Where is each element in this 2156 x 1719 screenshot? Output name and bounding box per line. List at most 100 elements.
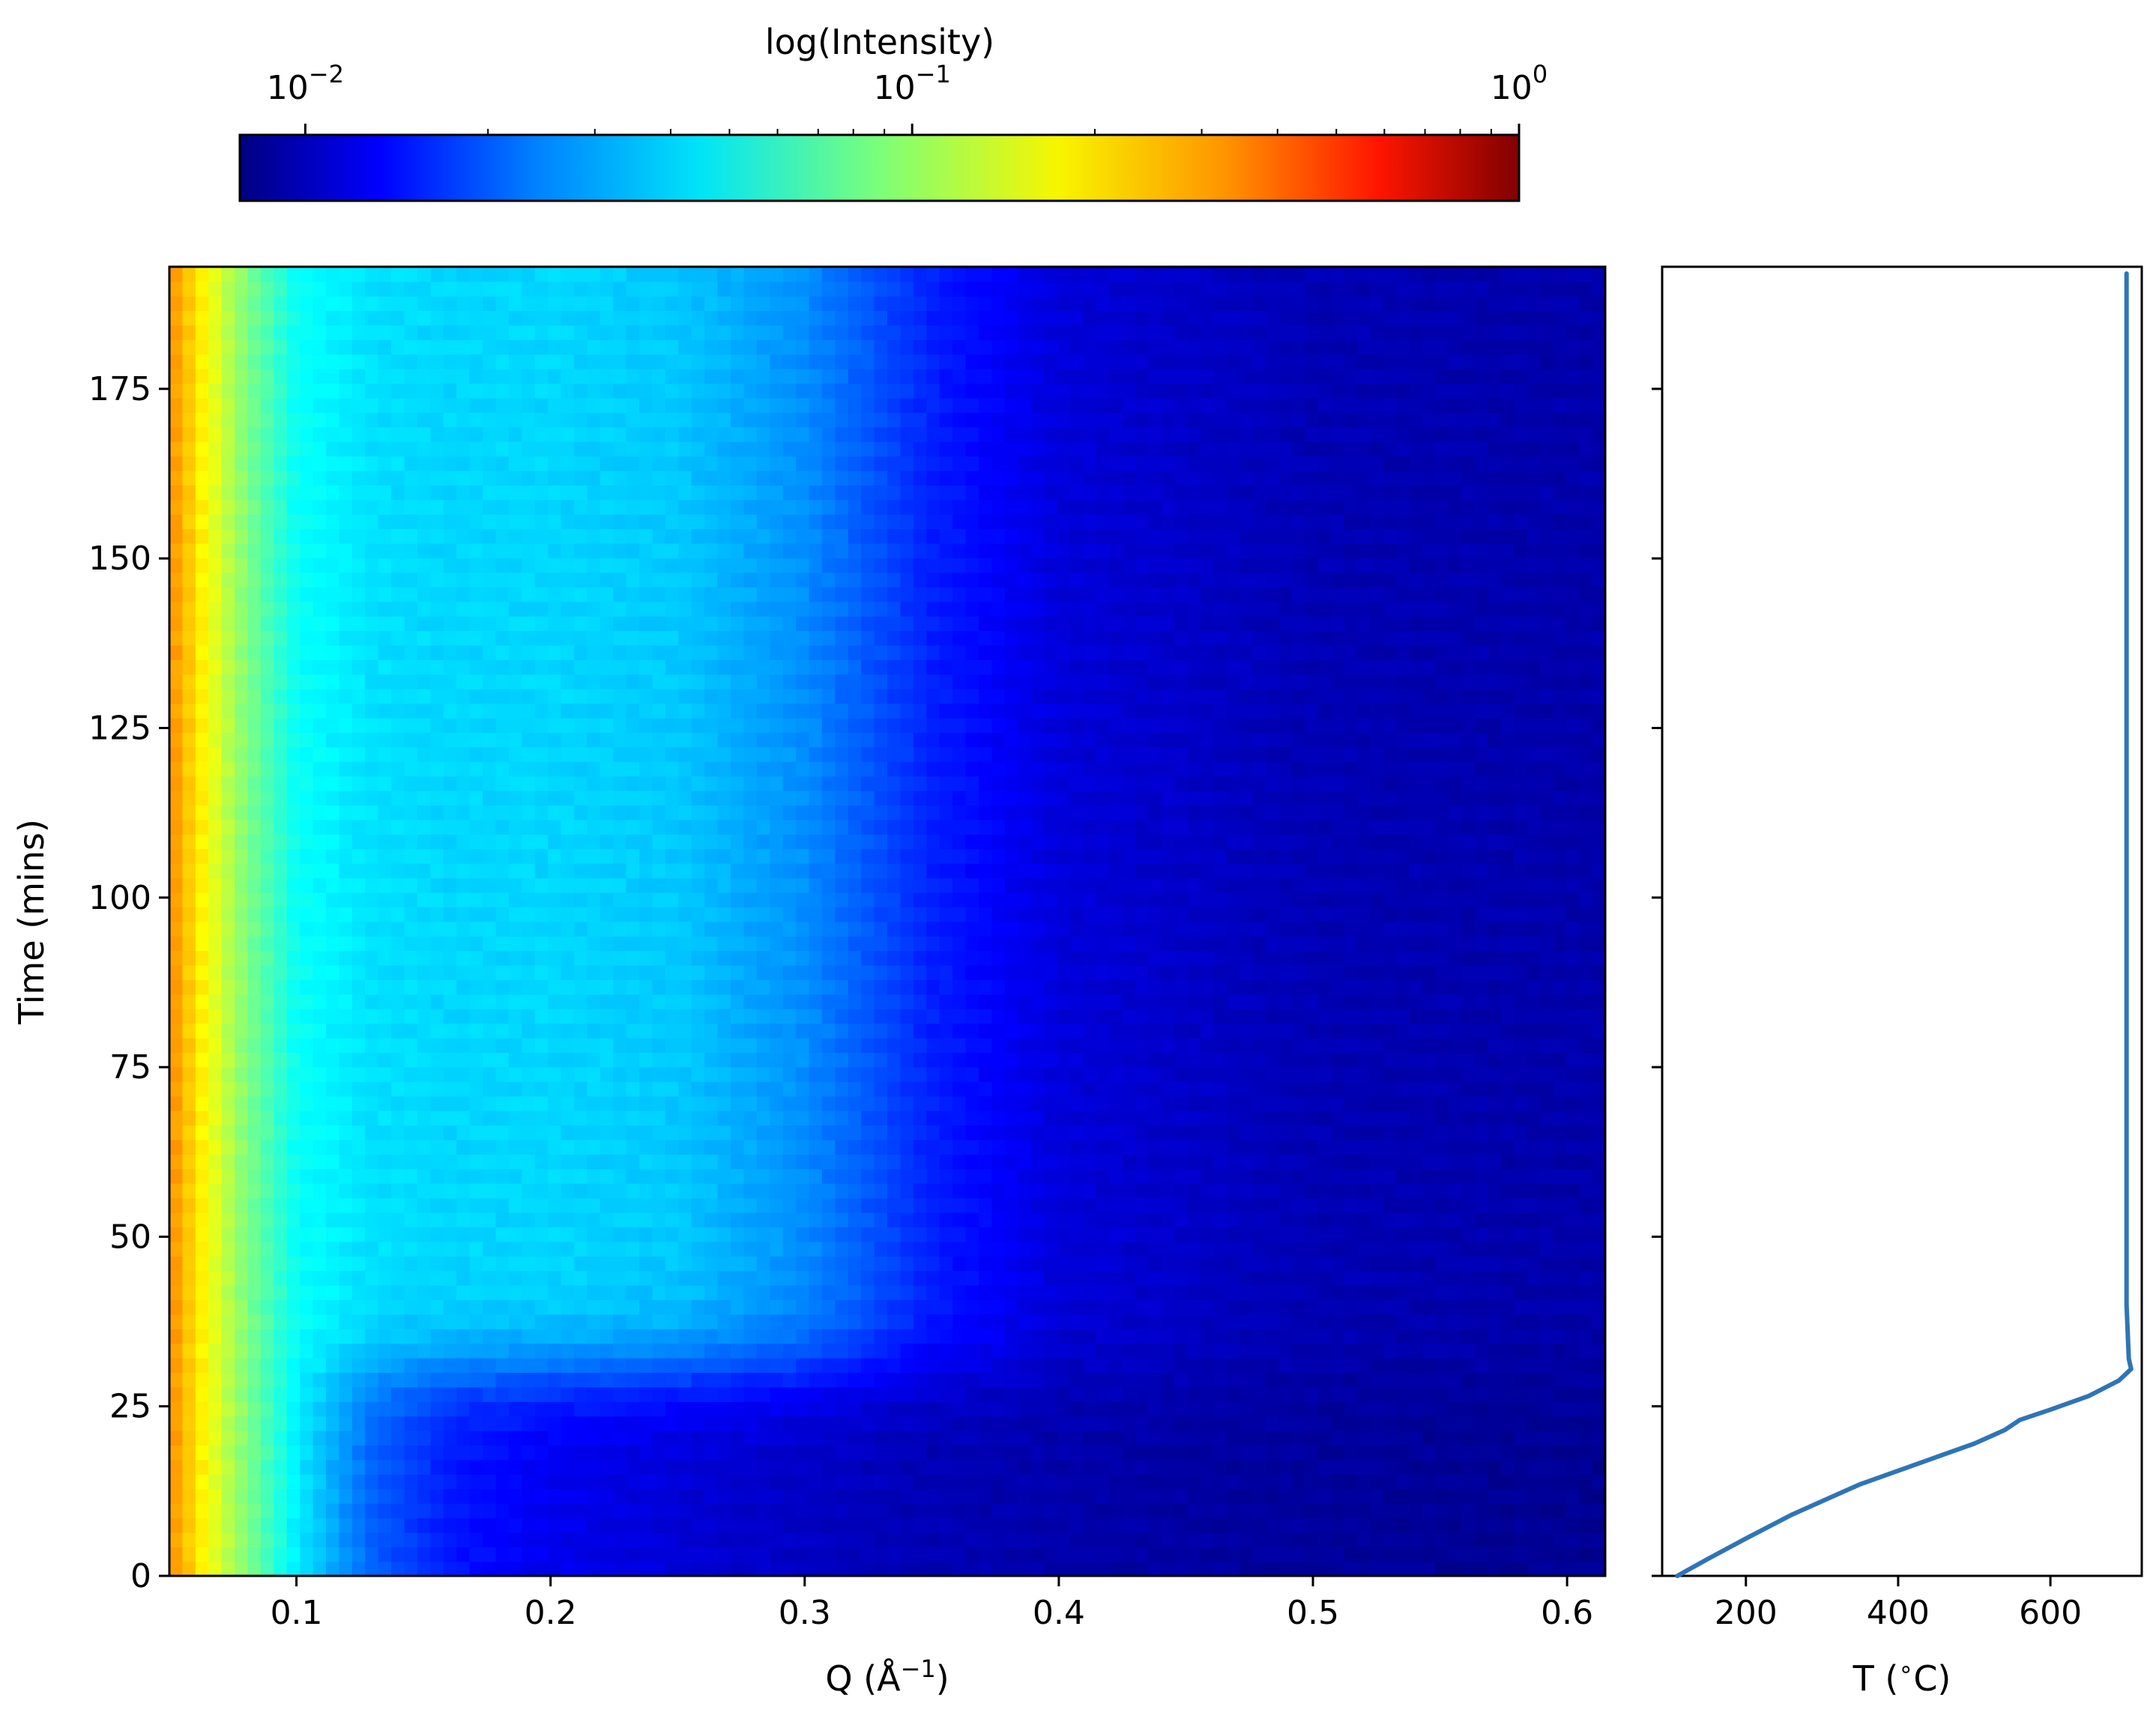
heatmap-cell — [1109, 1212, 1123, 1227]
heatmap-cell — [1227, 1009, 1240, 1024]
heatmap-cell — [522, 1431, 535, 1445]
heatmap-cell — [169, 1023, 183, 1038]
heatmap-cell — [1514, 1212, 1527, 1227]
heatmap-cell — [587, 1227, 600, 1242]
heatmap-cell — [339, 1067, 352, 1082]
heatmap-cell — [613, 1038, 626, 1053]
heatmap-cell — [692, 936, 705, 951]
heatmap-cell — [848, 1343, 862, 1358]
heatmap-cell — [1527, 1052, 1540, 1067]
heatmap-cell — [1109, 922, 1123, 937]
heatmap-cell — [1422, 1314, 1436, 1329]
heatmap-cell — [1396, 1256, 1410, 1271]
heatmap-cell — [1213, 1517, 1227, 1532]
heatmap-cell — [1357, 1023, 1371, 1038]
heatmap-cell — [718, 1474, 731, 1489]
heatmap-cell — [574, 994, 588, 1009]
heatmap-cell — [1436, 1270, 1449, 1285]
heatmap-cell — [1370, 1474, 1383, 1489]
heatmap-cell — [391, 1067, 405, 1082]
heatmap-cell — [1579, 1314, 1592, 1329]
heatmap-cell — [196, 1023, 209, 1038]
heatmap-cell — [1370, 1197, 1383, 1212]
heatmap-cell — [1213, 1329, 1227, 1344]
heatmap-cell — [1357, 1227, 1371, 1242]
heatmap-cell — [182, 1154, 196, 1169]
heatmap-cell — [1383, 1562, 1397, 1577]
heatmap-cell — [652, 1168, 665, 1183]
heatmap-cell — [1174, 1372, 1188, 1387]
heatmap-cell — [1383, 1125, 1397, 1140]
heatmap-cell — [456, 1343, 470, 1358]
heatmap-cell — [1253, 1285, 1266, 1300]
heatmap-cell — [535, 1212, 549, 1227]
heatmap-cell — [835, 1067, 848, 1082]
heatmap-cell — [1475, 936, 1488, 951]
heatmap-cell — [339, 1256, 352, 1271]
heatmap-cell — [1239, 1299, 1253, 1314]
heatmap-cell — [1253, 1154, 1266, 1169]
heatmap-cell — [875, 1285, 888, 1300]
heatmap-cell — [861, 922, 875, 937]
heatmap-cell — [444, 1517, 457, 1532]
heatmap-cell — [678, 1009, 692, 1024]
heatmap-cell — [704, 1256, 718, 1271]
heatmap-cell — [1266, 1154, 1279, 1169]
heatmap-cell — [1148, 1401, 1162, 1416]
heatmap-cell — [300, 1547, 313, 1562]
heatmap-cell — [600, 936, 614, 951]
heatmap-cell — [1527, 936, 1540, 951]
heatmap-cell — [352, 1562, 366, 1577]
heatmap-cell — [835, 1547, 848, 1562]
heatmap-cell — [757, 1329, 770, 1344]
heatmap-cell — [1005, 1358, 1018, 1373]
heatmap-cell — [1410, 1358, 1423, 1373]
heatmap-cell — [378, 965, 392, 980]
heatmap-cell — [1123, 1329, 1136, 1344]
heatmap-cell — [417, 1547, 431, 1562]
heatmap-cell — [287, 965, 301, 980]
heatmap-cell — [1514, 1517, 1527, 1532]
heatmap-cell — [1266, 936, 1279, 951]
heatmap-cell — [1005, 1212, 1018, 1227]
heatmap-cell — [1057, 1445, 1070, 1460]
heatmap-cell — [692, 1358, 705, 1373]
heatmap-cell — [1370, 1401, 1383, 1416]
heatmap-cell — [587, 1314, 600, 1329]
heatmap-cell — [261, 1081, 274, 1096]
heatmap-cell — [1201, 1445, 1214, 1460]
heatmap-cell — [1449, 1503, 1462, 1518]
heatmap-cell — [665, 1431, 679, 1445]
heatmap-cell — [1501, 994, 1515, 1009]
heatmap-cell — [731, 1489, 744, 1504]
heatmap-cell — [1449, 1329, 1462, 1344]
heatmap-cell — [835, 1125, 848, 1140]
heatmap-cell — [809, 1503, 822, 1518]
heatmap-cell — [966, 1009, 979, 1024]
heatmap-cell — [1514, 1242, 1527, 1257]
heatmap-cell — [378, 1445, 392, 1460]
heatmap-cell — [1370, 1532, 1383, 1547]
heatmap-cell — [809, 979, 822, 994]
heatmap-cell — [743, 1081, 757, 1096]
heatmap-cell — [991, 936, 1005, 951]
heatmap-cell — [731, 1431, 744, 1445]
heatmap-cell — [261, 1212, 274, 1227]
heatmap-cell — [770, 1299, 783, 1314]
heatmap-cell — [456, 1416, 470, 1431]
heatmap-cell — [1005, 1183, 1018, 1198]
heatmap-cell — [1318, 1401, 1332, 1416]
heatmap-cell — [405, 936, 418, 951]
heatmap-cell — [1279, 1416, 1293, 1431]
heatmap-cell — [1527, 1445, 1540, 1460]
heatmap-cell — [1501, 1197, 1515, 1212]
heatmap-cell — [483, 1314, 496, 1329]
heatmap-cell — [665, 1270, 679, 1285]
heatmap-cell — [875, 1489, 888, 1504]
heatmap-cell — [652, 1532, 665, 1547]
heatmap-cell — [1592, 1562, 1606, 1577]
heatmap-cell — [365, 1154, 378, 1169]
heatmap-cell — [1318, 1154, 1332, 1169]
heatmap-cell — [1201, 1489, 1214, 1504]
heatmap-cell — [1449, 1401, 1462, 1416]
